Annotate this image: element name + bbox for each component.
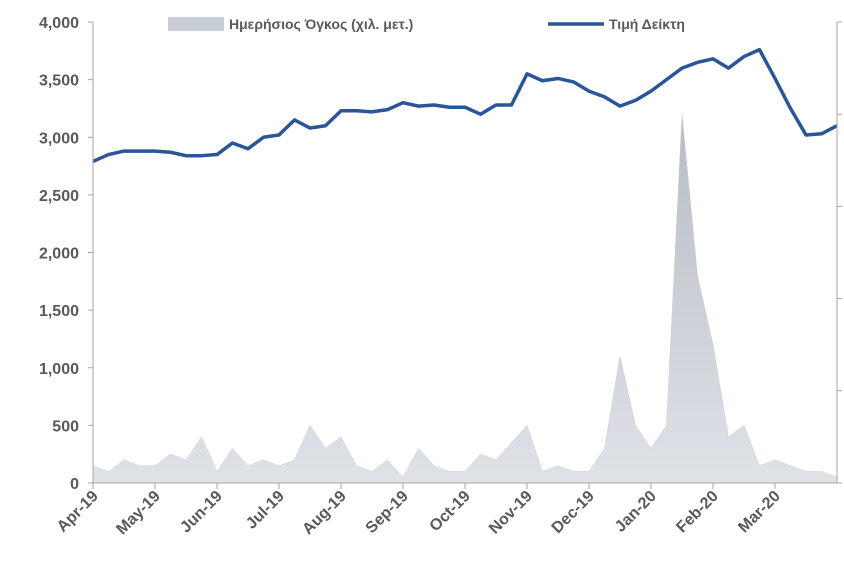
x-tick-label: May-19 [113, 488, 163, 538]
x-tick-label: Apr-19 [54, 488, 102, 536]
y-tick-label: 500 [52, 418, 79, 435]
x-tick-label: Jan-20 [612, 488, 660, 536]
legend-label: Τιμή Δείκτη [609, 16, 685, 32]
y-tick-label: 1,500 [39, 303, 79, 320]
x-tick-label: Dec-19 [549, 488, 598, 537]
y-tick-label: 2,500 [39, 188, 79, 205]
y-tick-label: 1,000 [39, 361, 79, 378]
volume-area [92, 114, 838, 484]
y-tick-label: 3,000 [39, 130, 79, 147]
y-tick-label: 2,000 [39, 246, 79, 263]
x-tick-label: Feb-20 [673, 488, 722, 537]
x-tick-label: Aug-19 [299, 488, 349, 538]
x-tick-label: Nov-19 [486, 488, 536, 538]
y-tick-label: 0 [70, 476, 79, 493]
legend-swatch [168, 17, 224, 31]
x-tick-label: Oct-19 [427, 488, 474, 535]
y-tick-label: 3,500 [39, 73, 79, 90]
y-tick-label: 4,000 [39, 15, 79, 32]
price-line [92, 47, 838, 164]
x-tick-label: Sep-19 [363, 488, 412, 537]
x-tick-label: Jul-19 [243, 488, 288, 533]
x-tick-label: Jun-19 [177, 488, 226, 537]
legend-label: Ημερήσιος Όγκος (χιλ. μετ.) [229, 16, 413, 32]
x-tick-label: Mar-20 [735, 488, 784, 537]
